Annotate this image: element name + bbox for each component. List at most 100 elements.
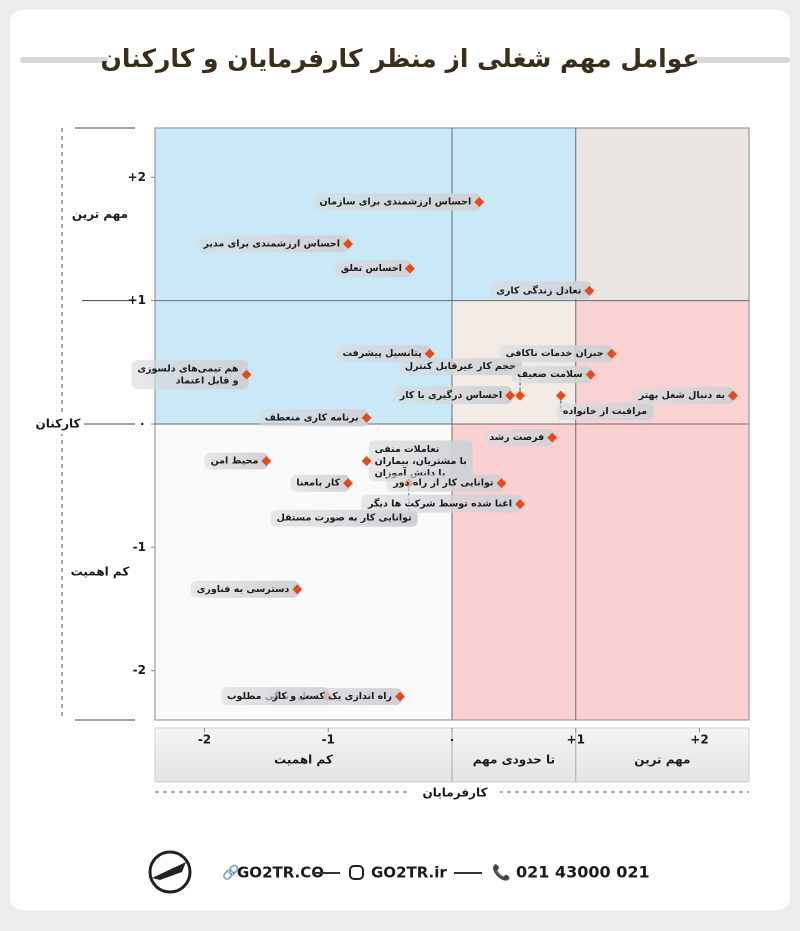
label-box: [511, 366, 593, 384]
point-label: محیط امن: [211, 456, 259, 467]
label-box: [360, 494, 523, 513]
footer: 🔗 GO2TR.CO GO2TR.ir 📞 021 43000 021: [148, 850, 650, 894]
point: [474, 197, 485, 207]
plot: کم اهمیت تا حدودی مهم مهم ترین -2 -1 ۰ +1 +2 کار…: [34, 127, 750, 802]
point-group: احساس ارزشمندی برای سازمان: [313, 193, 485, 211]
zone: [452, 424, 749, 720]
point-label: دسترسی به فناوری: [197, 584, 290, 595]
x-band-label: کم اهمیت: [274, 753, 333, 767]
y-tick-label: -1: [133, 540, 146, 554]
label-box: [386, 474, 504, 492]
point-label: احساس ارزشمندی برای سازمان: [319, 197, 471, 208]
y-tick-label: -2: [133, 663, 146, 677]
y-tick-label: +1: [128, 293, 146, 307]
point-label: توانایی کار از راه دور: [392, 478, 493, 489]
label-box: [131, 360, 249, 390]
point-label: راه اندازی یک کسب و کار: [271, 691, 392, 702]
label-box: [190, 580, 300, 598]
point-label: تعادل زندگی کاری: [496, 284, 581, 296]
y-title-bg: [34, 414, 84, 434]
point-label: توانایی کار به صورت مستقل: [277, 513, 412, 524]
label-box: [483, 429, 555, 447]
x-band-label: مهم ترین: [634, 753, 690, 767]
point-label: پتانسیل پیشرفت: [343, 348, 422, 359]
point-label: حجم کار غیرقابل کنترل: [405, 361, 516, 372]
x-tick-label: ۰: [448, 733, 455, 747]
point-group: مراقبت از خانواده: [555, 390, 654, 421]
zone: [575, 128, 749, 301]
point-group: دسترسی به فناوری: [190, 580, 303, 598]
point-group: جبران خدمات ناکافی: [499, 345, 617, 363]
point-group: تعادل زندگی کاری: [490, 281, 595, 300]
point-label: هم تیمی‌های دلسوزی و قابل اعتماد: [137, 363, 239, 386]
point-label: سلامت ضعیف: [517, 369, 583, 380]
point-group: حجم کار غیرقابل کنترل: [398, 358, 526, 401]
point-group: احساس تعلق: [334, 260, 415, 278]
point: [496, 478, 507, 489]
point-label: احساس درگیری با کار: [399, 389, 502, 401]
point-group: محیط امن: [204, 452, 272, 470]
point-group: کار بامعنا: [290, 474, 353, 492]
footer-site: GO2TR.ir: [371, 864, 447, 882]
point-group: هم تیمی‌های دلسوزی و قابل اعتماد: [131, 360, 252, 390]
point-label: جبران خدمات ناکافی: [506, 348, 604, 359]
point-label: اغنا شده توسط شرکت ها دیگر: [367, 498, 512, 510]
point-group: فرصت رشد: [483, 429, 558, 447]
point: [606, 348, 617, 359]
chart-title: عوامل مهم شغلی از منظر کارفرمایان و کارک…: [101, 44, 700, 74]
point: [515, 390, 526, 401]
point-group: احساس درگیری با کار: [392, 386, 516, 405]
point: [292, 584, 303, 595]
point: [343, 238, 353, 249]
point: [555, 390, 566, 401]
point-group: به دنبال شغل بهتر: [631, 387, 738, 405]
point: [361, 456, 372, 466]
footer-domain: GO2TR.CO: [237, 864, 324, 882]
title-bar: [20, 57, 108, 63]
x-tick-label: +2: [690, 733, 708, 747]
point-group: سلامت ضعیف: [511, 366, 596, 384]
point: [395, 691, 405, 702]
label-box: [336, 345, 432, 363]
x-tick-label: +1: [567, 733, 585, 747]
label-box: [398, 358, 523, 376]
footer-phone: 021 43000 021: [516, 863, 650, 882]
point: [584, 285, 595, 296]
label-box: [631, 387, 735, 405]
point-label: احساس تعلق: [341, 263, 402, 274]
label-box: [258, 409, 369, 427]
label-box: [313, 193, 482, 211]
title-bar: [694, 57, 790, 63]
x-title-bg: [410, 784, 500, 802]
point-group: راه اندازی یک کسب و کار: [265, 688, 405, 706]
x-tick-label: -2: [198, 733, 211, 747]
point-label: احساس ارزشمندی برای مدیر: [202, 238, 340, 249]
point-label: برنامه کاری منعطف: [265, 412, 359, 423]
point: [261, 456, 272, 466]
point: [241, 369, 252, 380]
point: [424, 348, 435, 359]
label-box: [196, 235, 351, 253]
label-box: [368, 440, 473, 482]
point-group: برنامه کاری منعطف: [258, 409, 372, 427]
y-tick-label: +2: [128, 170, 146, 184]
x-band-label: تا حدودی مهم: [473, 753, 555, 768]
point-label: فرصت رشد: [489, 432, 544, 443]
point: [727, 390, 738, 401]
x-axis-title: کارفرمایان: [423, 786, 488, 800]
point-group: احساس ارزشمندی برای مدیر: [196, 235, 353, 253]
phone-icon: 📞: [492, 863, 511, 882]
label-box: [334, 260, 412, 278]
point: [515, 499, 526, 510]
point-group: پتانسیل پیشرفت: [336, 345, 435, 363]
point: [361, 412, 372, 423]
label-box: [290, 474, 351, 492]
point: [343, 478, 353, 489]
label-box: [392, 386, 513, 405]
logo-plane: [152, 862, 186, 880]
point-label: مراقبت از خانواده: [563, 406, 647, 417]
instagram-icon: [349, 865, 364, 880]
label-box: [204, 452, 269, 470]
